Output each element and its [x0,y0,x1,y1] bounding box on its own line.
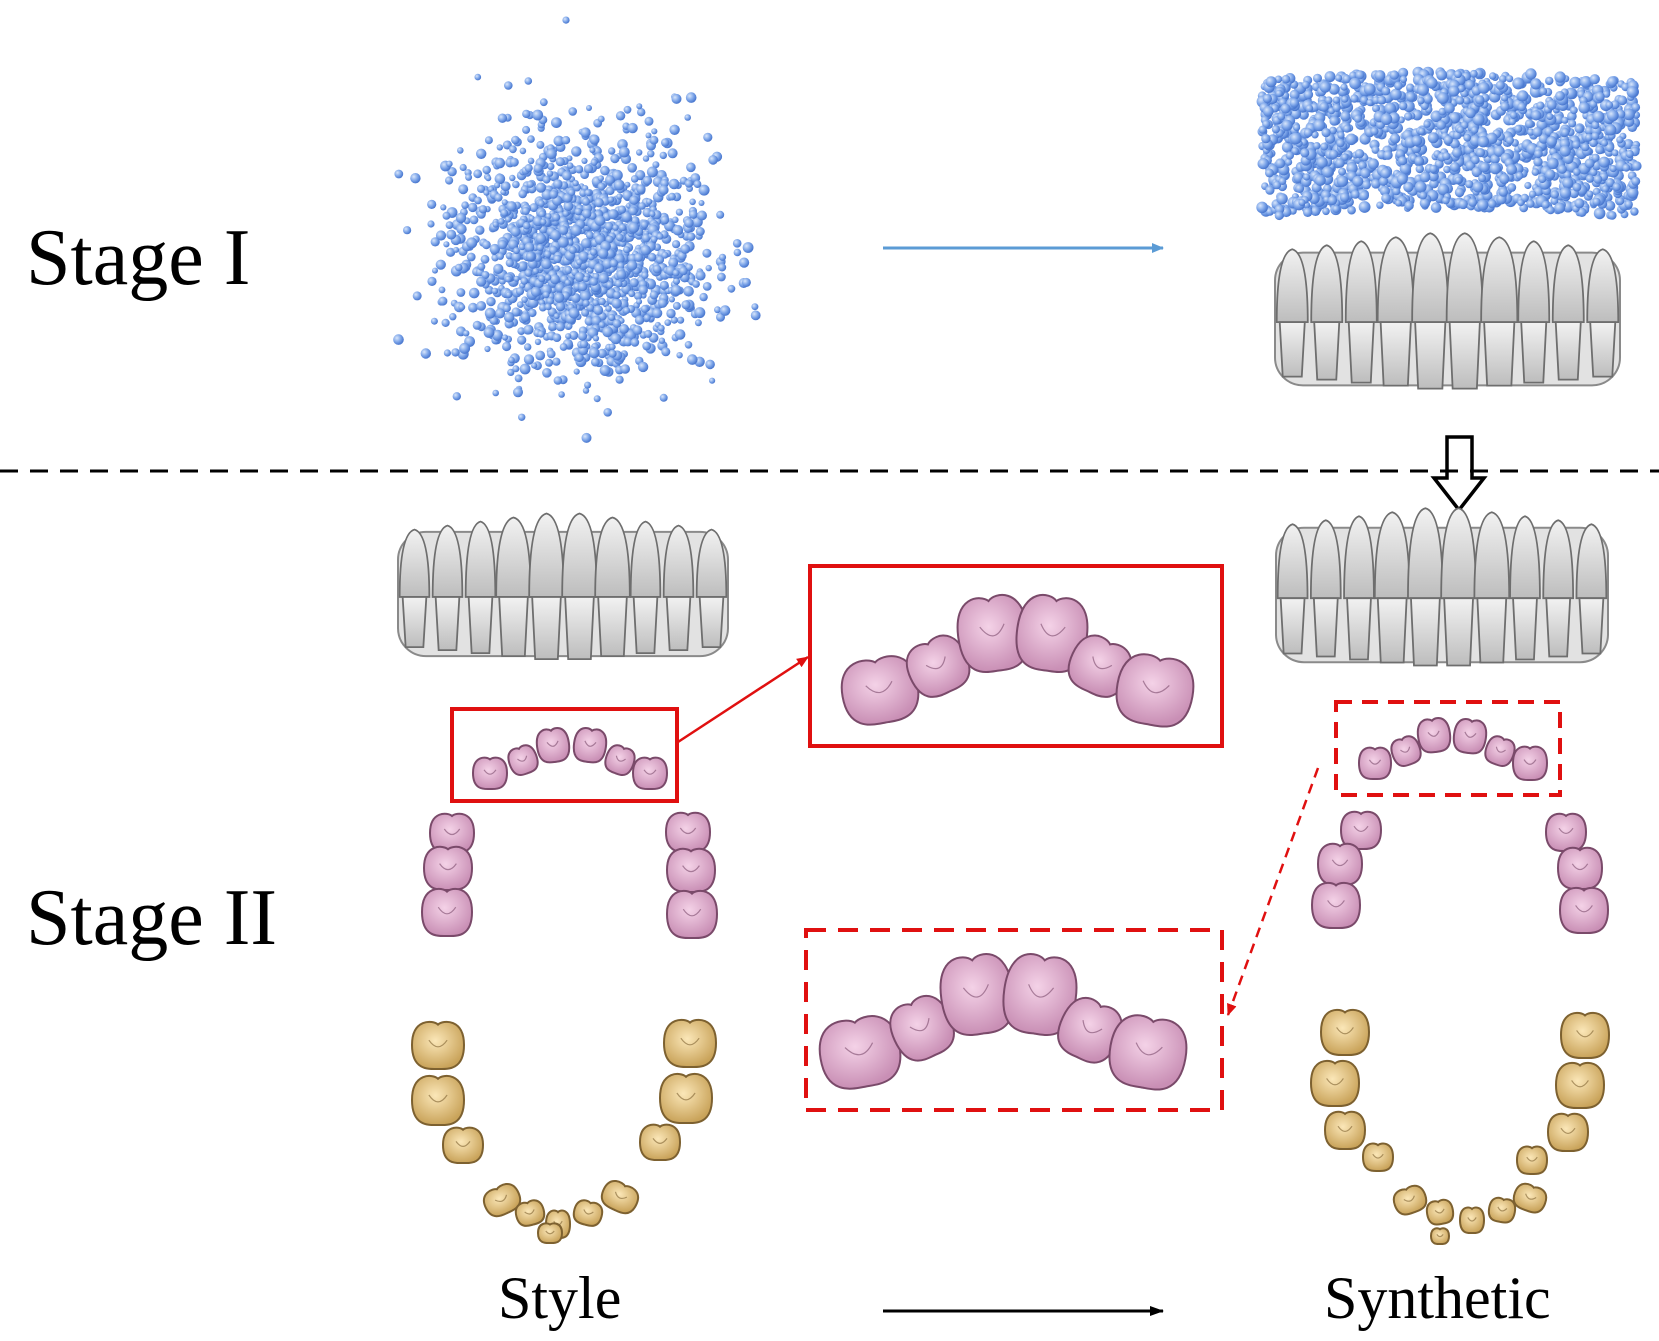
style-label: Style [498,1265,622,1331]
stage-2-label: Stage II [26,874,278,962]
denoised-point-cloud-icon [1256,66,1642,221]
noise-point-cloud-icon [393,16,761,443]
synthetic-upper-posterior-teeth [1310,810,1610,935]
style-highlight-box [450,707,679,803]
synthetic-anterior-teeth-zoomed [818,953,1188,1091]
synthetic-tooth-mesh [1275,507,1609,667]
synthetic-highlight-box [1334,700,1562,797]
style-zoom-box [808,564,1224,748]
synthetic-lower-arch [1309,1008,1611,1246]
style-tooth-mesh [397,512,729,660]
style-upper-posterior-teeth [420,811,719,940]
synthetic-zoom-arrow [1226,767,1320,1016]
synthetic-label: Synthetic [1324,1265,1551,1331]
style-lower-arch [410,1018,718,1245]
hollow-down-arrow-icon [1430,435,1488,513]
synthetic-zoom-box [804,928,1224,1112]
tooth-mesh-icon [1274,232,1621,390]
style-anterior-teeth-zoomed [840,594,1195,728]
style-anterior-teeth [471,726,669,791]
synthetic-anterior-teeth [1357,716,1549,782]
stage-1-label: Stage I [26,214,251,302]
style-zoom-arrow [677,655,809,744]
